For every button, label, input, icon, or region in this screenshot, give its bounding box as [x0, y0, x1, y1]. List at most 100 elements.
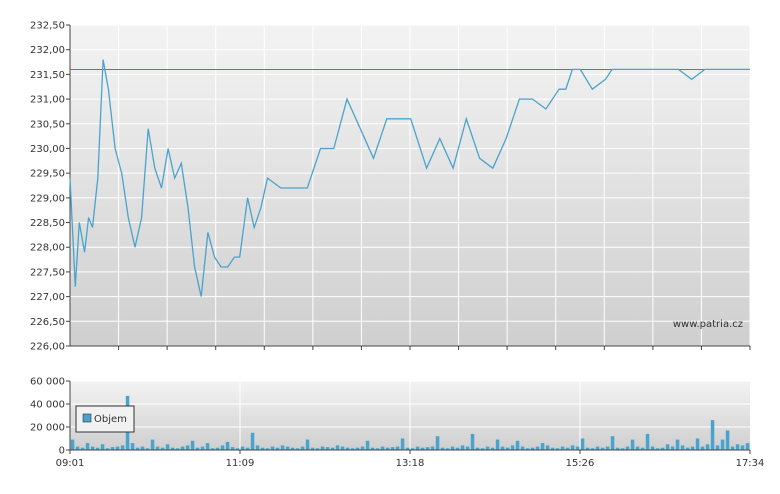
legend-label: Objem: [94, 414, 127, 425]
volume-bar: [435, 436, 440, 450]
volume-bar: [475, 447, 480, 450]
price-y-tick-label: 226,50: [30, 317, 65, 328]
volume-bar: [330, 447, 335, 450]
volume-bar: [485, 446, 490, 450]
volume-bar: [500, 446, 505, 450]
volume-bar: [290, 447, 295, 450]
time-x-tick-label: 17:34: [736, 458, 765, 469]
volume-bar: [635, 446, 640, 450]
volume-bar: [530, 447, 535, 450]
volume-bar: [615, 447, 620, 450]
volume-bar: [690, 446, 695, 450]
volume-bar: [150, 439, 155, 450]
volume-bar: [160, 447, 165, 450]
volume-y-tick-label: 40 000: [30, 400, 65, 411]
volume-bar: [395, 446, 400, 450]
volume-bar: [715, 445, 720, 450]
volume-bar: [295, 448, 300, 450]
volume-bar: [545, 445, 550, 450]
volume-bar: [80, 447, 85, 450]
volume-bar: [135, 447, 140, 450]
volume-bar: [450, 446, 455, 450]
volume-bar: [570, 445, 575, 450]
volume-bar: [210, 448, 215, 450]
volume-bar: [470, 433, 475, 450]
price-x-tick-marks: [118, 346, 751, 350]
volume-bar: [310, 447, 315, 450]
volume-bar: [145, 448, 150, 450]
volume-bar: [555, 448, 560, 450]
volume-bar: [190, 440, 195, 450]
volume-bar: [705, 444, 710, 451]
volume-bar: [280, 445, 285, 450]
volume-bar: [415, 446, 420, 450]
price-y-tick-labels: 232,50 232,00 231,50 231,00 230,50 230,00 229,…: [30, 21, 70, 353]
volume-bar: [110, 447, 115, 450]
volume-bar: [225, 441, 230, 450]
volume-bar: [375, 448, 380, 450]
volume-bar: [260, 447, 265, 450]
volume-bar: [680, 445, 685, 450]
volume-bar: [215, 447, 220, 450]
volume-bar: [300, 446, 305, 450]
volume-bar: [585, 447, 590, 450]
volume-bar: [350, 448, 355, 450]
volume-bar: [440, 447, 445, 450]
volume-bar: [445, 448, 450, 450]
volume-bar: [405, 447, 410, 450]
volume-bar: [515, 440, 520, 450]
volume-bar: [695, 438, 700, 450]
volume-bar: [410, 448, 415, 450]
volume-bar: [670, 446, 675, 450]
volume-bar: [345, 447, 350, 450]
volume-bar: [175, 448, 180, 450]
volume-bar: [700, 446, 705, 450]
volume-bar: [320, 446, 325, 450]
volume-bar: [460, 445, 465, 450]
price-y-tick-label: 227,00: [30, 292, 65, 303]
volume-bar: [315, 448, 320, 450]
volume-bar: [430, 446, 435, 450]
volume-bar: [195, 447, 200, 450]
volume-bar: [655, 448, 660, 450]
volume-bar: [455, 447, 460, 450]
volume-bar: [115, 446, 120, 450]
volume-bar: [205, 443, 210, 450]
volume-bar: [265, 448, 270, 450]
volume-bar: [85, 443, 90, 450]
volume-bar: [645, 433, 650, 450]
volume-bar: [255, 445, 260, 450]
volume-bar: [540, 443, 545, 450]
volume-bar: [505, 447, 510, 450]
volume-bar: [200, 446, 205, 450]
volume-bar: [425, 447, 430, 450]
volume-bar: [335, 445, 340, 450]
watermark: www.patria.cz: [673, 319, 743, 330]
volume-bar: [495, 439, 500, 450]
price-y-tick-label: 231,50: [30, 70, 65, 81]
volume-bar: [565, 447, 570, 450]
volume-bar: [420, 447, 425, 450]
volume-bar: [180, 446, 185, 450]
volume-bar: [380, 446, 385, 450]
price-gridlines: [70, 24, 751, 347]
volume-bar: [590, 448, 595, 450]
price-y-tick-label: 232,50: [30, 21, 65, 32]
volume-bar: [185, 445, 190, 450]
volume-bar: [120, 445, 125, 450]
volume-bar: [75, 446, 80, 450]
volume-bar: [535, 446, 540, 450]
volume-bar: [650, 446, 655, 450]
volume-bar: [525, 448, 530, 450]
volume-bar: [725, 430, 730, 450]
volume-bar: [640, 447, 645, 450]
volume-bar: [105, 448, 110, 450]
volume-bar: [355, 447, 360, 450]
volume-bar: [70, 439, 75, 450]
volume-bar: [605, 446, 610, 450]
volume-bar: [560, 446, 565, 450]
volume-bar: [740, 445, 745, 450]
volume-bar: [130, 443, 135, 450]
